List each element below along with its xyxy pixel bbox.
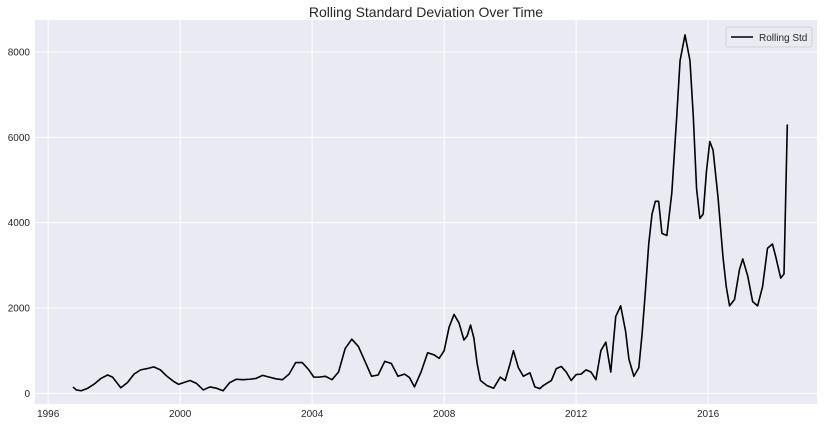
chart-title: Rolling Standard Deviation Over Time xyxy=(309,4,543,20)
y-tick-label: 6000 xyxy=(8,133,31,144)
legend-label-rolling-std: Rolling Std xyxy=(759,33,807,44)
y-tick-label: 4000 xyxy=(8,218,31,229)
x-tick-label: 1996 xyxy=(37,409,60,420)
x-tick-label: 2000 xyxy=(169,409,192,420)
x-axis-ticks: 1996 2000 2004 2008 2012 2016 xyxy=(37,409,720,420)
series-line-rolling-std xyxy=(72,34,789,392)
x-tick-label: 2016 xyxy=(697,409,720,420)
legend: Rolling Std xyxy=(725,26,813,48)
grid-lines xyxy=(35,20,817,404)
x-tick-label: 2004 xyxy=(301,409,324,420)
legend-box xyxy=(725,26,813,48)
y-tick-label: 0 xyxy=(24,389,30,400)
x-tick-label: 2008 xyxy=(433,409,456,420)
y-axis-ticks: 0 2000 4000 6000 8000 xyxy=(8,48,31,400)
plot-background xyxy=(35,20,817,404)
x-tick-label: 2012 xyxy=(565,409,588,420)
y-tick-label: 2000 xyxy=(8,304,31,315)
y-tick-label: 8000 xyxy=(8,48,31,59)
